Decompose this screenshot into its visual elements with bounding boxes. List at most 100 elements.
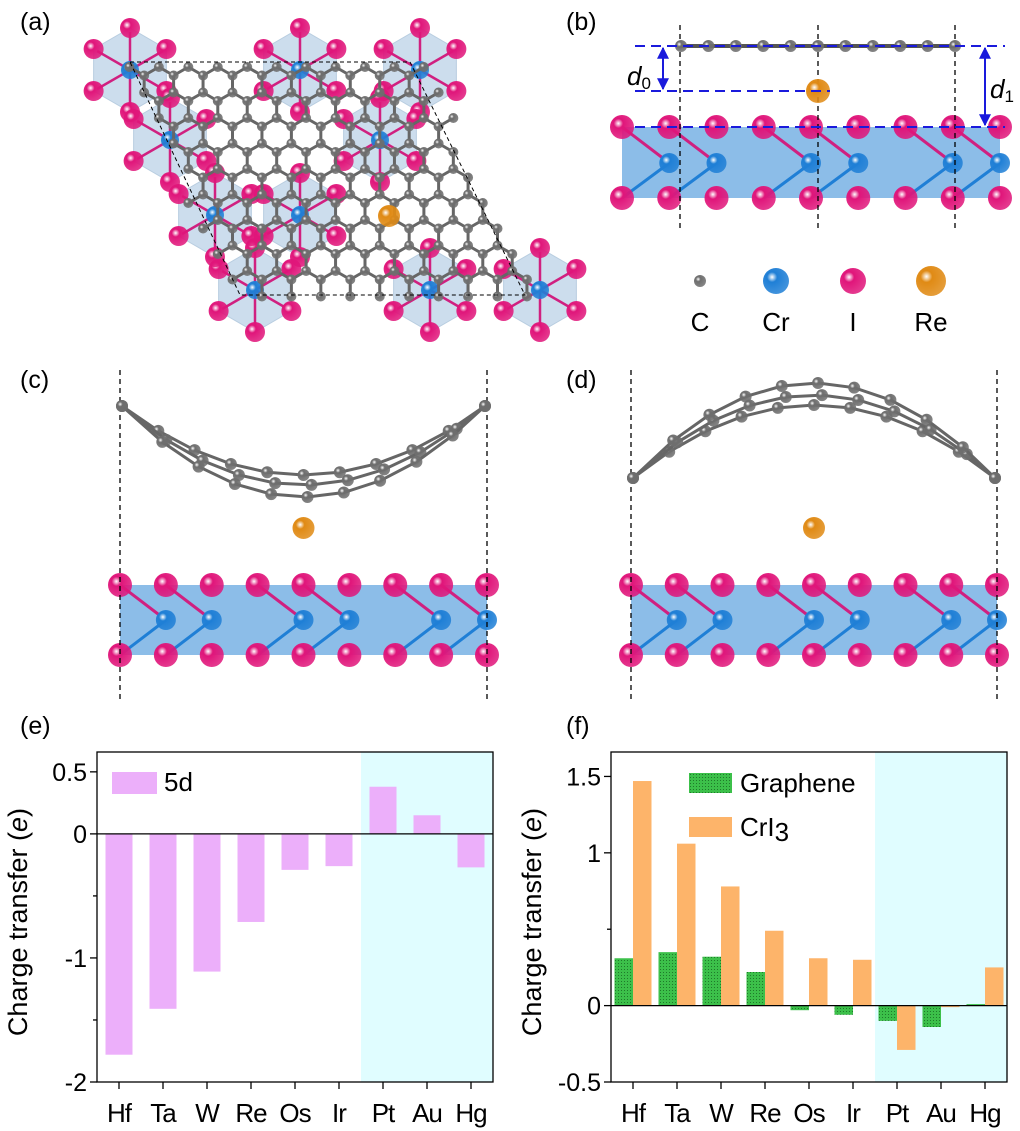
carbon-atom xyxy=(330,249,341,259)
iodine-atom xyxy=(530,238,550,258)
carbon-atom xyxy=(463,274,474,285)
carbon-atom xyxy=(743,399,756,412)
chart-e: 0.5 0 -1 -2 Hf Ta W Re Os Ir Pt Au Hg Charge transfer… xyxy=(3,751,494,1128)
bar-cri-os xyxy=(809,958,828,1006)
iodine-atom xyxy=(846,115,871,139)
carbon-atom xyxy=(418,215,429,225)
bar-cri-au xyxy=(941,1005,960,1008)
carbon-atom xyxy=(360,62,371,72)
carbon-atom xyxy=(404,87,415,98)
bar-cri-pt xyxy=(897,1005,916,1050)
y-axis-unit: e xyxy=(517,817,547,832)
legend-atom-re xyxy=(916,266,946,296)
iodine-atom xyxy=(988,115,1012,139)
iodine-atom xyxy=(123,151,144,171)
carbon-atom xyxy=(198,70,209,81)
iodine-atom xyxy=(456,301,477,321)
y-tick-label: 0 xyxy=(73,821,87,849)
carbon-atom xyxy=(271,249,282,259)
carbon-atom xyxy=(286,274,297,285)
y-tick-label: -0.5 xyxy=(558,1069,601,1097)
carbon-atom xyxy=(463,223,474,234)
carbon-atom xyxy=(337,486,350,499)
y-tick-label: 0 xyxy=(587,993,601,1021)
y-axis-unit: e xyxy=(3,817,33,832)
carbon-atom xyxy=(463,240,474,251)
carbon-atom xyxy=(286,240,297,251)
legend-swatch-graphene xyxy=(689,773,732,793)
carbon-atom xyxy=(271,164,282,174)
iodine-atom xyxy=(290,18,310,38)
chart-f: 1.5 1 0 -0.5 Hf Ta W Re Os Ir Pt Au Hg Charge transfe… xyxy=(517,751,1008,1128)
iodine-atom xyxy=(475,643,499,667)
carbon-atom xyxy=(463,172,474,183)
iodine-atom xyxy=(530,322,550,342)
carbon-atom xyxy=(330,147,341,157)
chromium-atom xyxy=(848,153,869,173)
carbon-atom xyxy=(198,121,209,132)
chromium-atom xyxy=(201,610,222,630)
iodine-atom xyxy=(281,301,302,321)
bar-5d-ir xyxy=(325,833,353,867)
legend-label-c: C xyxy=(691,307,710,337)
carbon-atom xyxy=(812,377,824,390)
carbon-atom xyxy=(227,121,238,132)
panel-label-d: (d) xyxy=(566,366,597,394)
iodine-atom xyxy=(83,39,104,59)
carbon-atom xyxy=(198,138,209,149)
iodine-atom xyxy=(893,186,918,210)
carbon-atom xyxy=(418,249,429,259)
carbon-atom xyxy=(448,113,459,123)
chromium-atom xyxy=(431,610,452,630)
carbon-atom xyxy=(227,172,238,183)
x-tick-label: Re xyxy=(749,1098,781,1128)
carbon-atom xyxy=(315,291,326,302)
iodine-atom xyxy=(168,184,189,204)
carbon-atom xyxy=(507,249,518,259)
carbon-atom xyxy=(168,138,179,149)
carbon-atom xyxy=(507,266,518,276)
carbon-atom xyxy=(168,121,179,132)
carbon-atom xyxy=(345,172,356,183)
iodine-atom xyxy=(326,39,347,59)
bar-5d-hf xyxy=(105,833,133,1055)
bar-5d-ta xyxy=(149,833,177,1009)
carbon-atom xyxy=(345,70,356,81)
carbon-atom xyxy=(374,291,385,302)
carbon-atom xyxy=(256,240,267,251)
carbon-atom xyxy=(378,463,391,476)
carbon-atom xyxy=(286,291,297,302)
carbon-atom xyxy=(286,189,297,200)
carbon-atom xyxy=(418,62,429,72)
carbon-atom xyxy=(775,380,788,393)
carbon-atom xyxy=(271,215,282,225)
carbon-atom xyxy=(183,164,194,174)
iodine-atom xyxy=(429,643,454,667)
carbon-atom xyxy=(463,291,474,302)
carbon-atom xyxy=(448,266,459,276)
carbon-atom xyxy=(261,466,274,479)
carbon-atom xyxy=(227,138,238,149)
carbon-atom xyxy=(360,113,371,123)
iodine-atom xyxy=(657,186,682,210)
chromium-atom xyxy=(801,153,821,173)
bar-5d-w xyxy=(193,833,221,972)
legend-label-graphene: Graphene xyxy=(740,768,856,798)
carbon-atom xyxy=(433,172,444,183)
carbon-atom xyxy=(330,113,341,123)
carbon-atom xyxy=(374,189,385,200)
iodine-atom xyxy=(566,301,587,321)
iodine-atom xyxy=(420,322,440,342)
carbon-atom xyxy=(242,198,253,208)
carbon-atom xyxy=(315,172,326,183)
iodine-atom xyxy=(475,573,499,597)
carbon-atom xyxy=(360,249,371,259)
carbon-atom xyxy=(330,266,341,276)
carbon-atom xyxy=(374,223,385,234)
x-tick-label: Hf xyxy=(107,1098,133,1128)
x-tick-label: Pt xyxy=(372,1098,396,1128)
carbon-atom xyxy=(404,172,415,183)
carbon-atom xyxy=(404,121,415,132)
x-tick-label: Hg xyxy=(969,1098,1000,1128)
x-tick-label: Au xyxy=(412,1098,442,1128)
